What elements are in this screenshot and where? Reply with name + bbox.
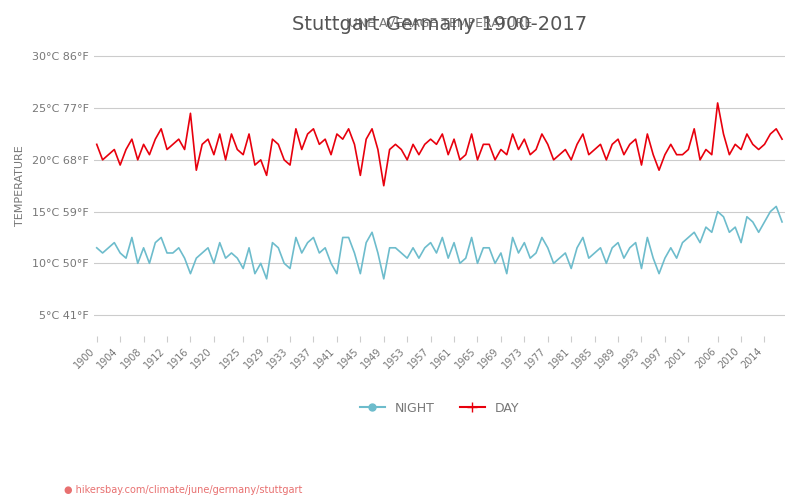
Text: ● hikersbay.com/climate/june/germany/stuttgart: ● hikersbay.com/climate/june/germany/stu… xyxy=(64,485,302,495)
Legend: NIGHT, DAY: NIGHT, DAY xyxy=(354,396,524,419)
Text: JUNE AVERAGE TEMPERATURE: JUNE AVERAGE TEMPERATURE xyxy=(346,16,533,30)
Y-axis label: TEMPERATURE: TEMPERATURE xyxy=(15,146,25,226)
Title: Stuttgart Germany 1900-2017: Stuttgart Germany 1900-2017 xyxy=(292,15,587,34)
